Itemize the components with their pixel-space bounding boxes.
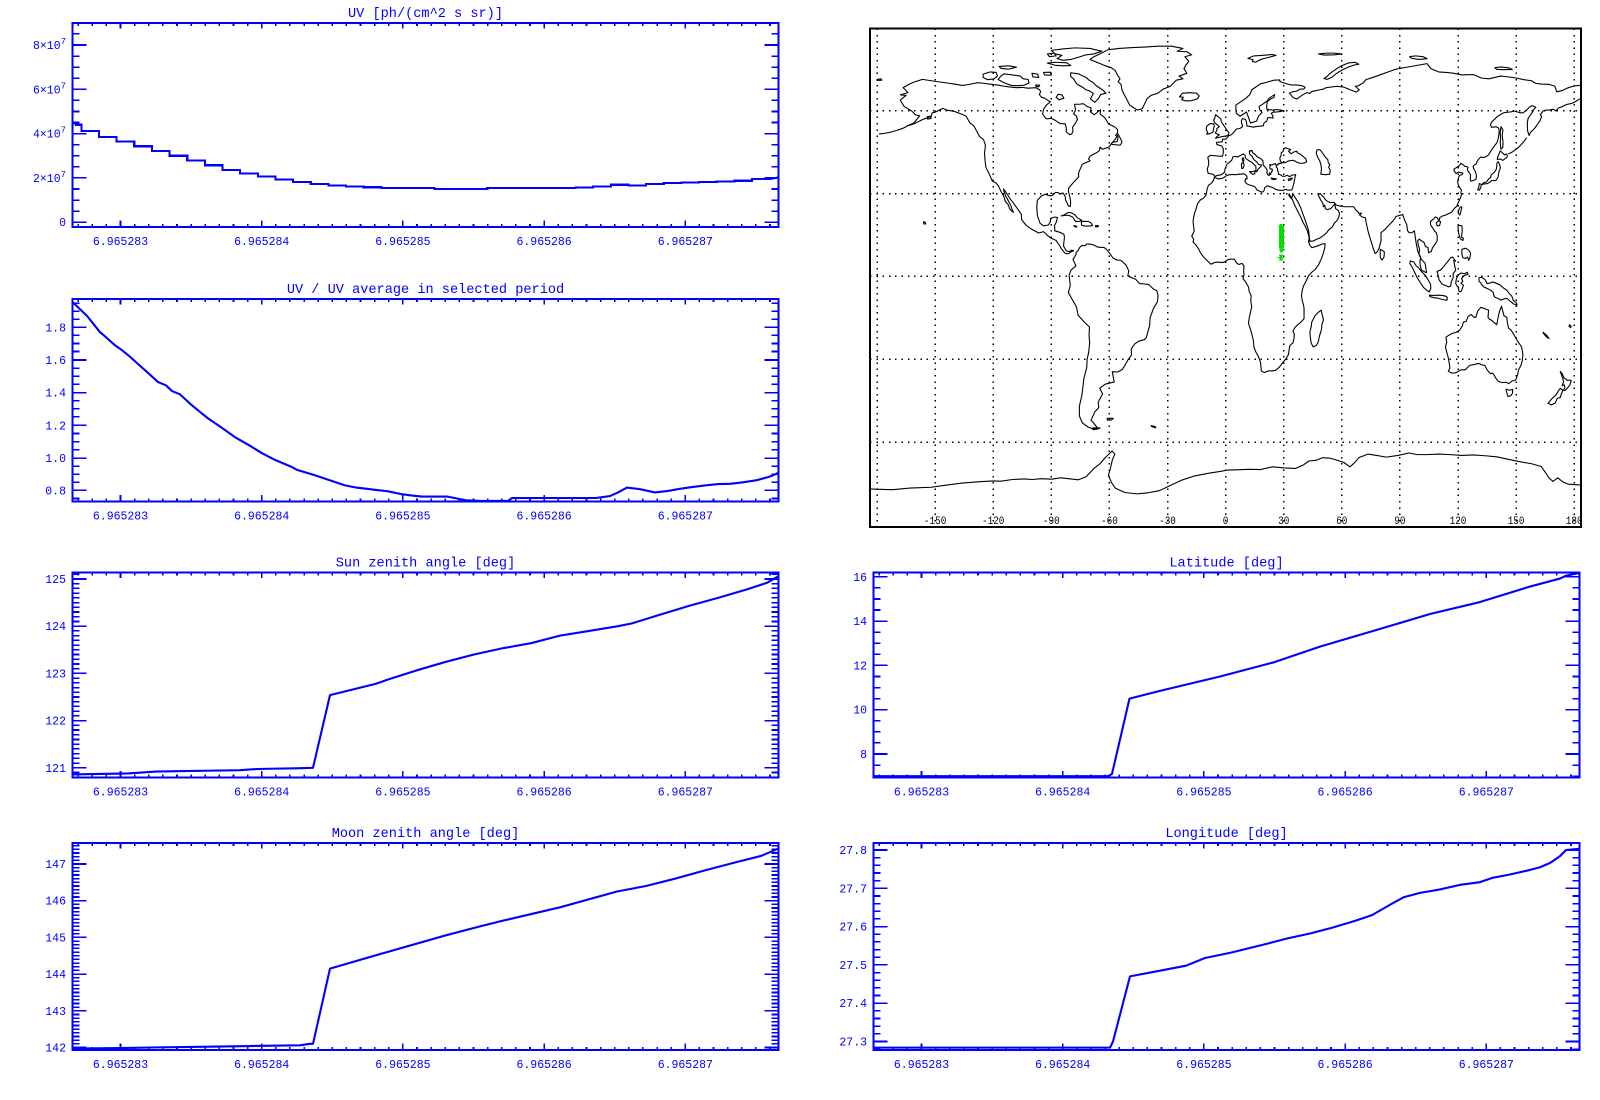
svg-text:6.965285: 6.965285 <box>375 511 430 524</box>
svg-text:-60: -60 <box>1101 516 1118 528</box>
svg-text:146: 146 <box>45 896 66 909</box>
svg-text:8: 8 <box>860 749 867 762</box>
svg-text:6.965283: 6.965283 <box>894 1059 949 1072</box>
svg-text:UV / UV average in selected pe: UV / UV average in selected period <box>287 283 564 298</box>
svg-text:6.965284: 6.965284 <box>234 511 289 524</box>
svg-text:6.965286: 6.965286 <box>516 787 571 800</box>
svg-text:6.965283: 6.965283 <box>93 787 148 800</box>
svg-text:6.965285: 6.965285 <box>1176 1059 1231 1072</box>
svg-text:6.965287: 6.965287 <box>658 787 713 800</box>
svg-text:-30: -30 <box>1159 516 1176 528</box>
svg-text:Longitude [deg]: Longitude [deg] <box>1165 827 1287 842</box>
svg-text:6.965284: 6.965284 <box>234 236 289 249</box>
svg-text:143: 143 <box>45 1006 66 1019</box>
svg-text:1.0: 1.0 <box>45 453 66 466</box>
svg-text:27.6: 27.6 <box>839 922 867 935</box>
svg-text:Sun zenith angle [deg]: Sun zenith angle [deg] <box>336 557 515 572</box>
svg-text:122: 122 <box>45 716 66 729</box>
svg-text:-120: -120 <box>982 516 1004 528</box>
svg-text:27.5: 27.5 <box>839 960 867 973</box>
svg-text:6.965286: 6.965286 <box>1317 787 1372 800</box>
svg-text:150: 150 <box>1508 516 1525 528</box>
svg-text:60: 60 <box>1336 516 1347 528</box>
svg-text:1.4: 1.4 <box>45 388 66 401</box>
svg-text:1.6: 1.6 <box>45 355 66 368</box>
svg-text:121: 121 <box>45 763 66 776</box>
svg-text:6.965283: 6.965283 <box>93 236 148 249</box>
svg-text:Moon zenith angle [deg]: Moon zenith angle [deg] <box>332 827 520 842</box>
svg-text:6.965285: 6.965285 <box>1176 787 1231 800</box>
svg-text:12: 12 <box>853 660 867 673</box>
svg-text:125: 125 <box>45 574 66 587</box>
svg-text:144: 144 <box>45 969 66 982</box>
svg-text:6.965287: 6.965287 <box>658 1059 713 1072</box>
svg-text:6.965285: 6.965285 <box>375 787 430 800</box>
svg-text:-90: -90 <box>1043 516 1060 528</box>
svg-text:1.8: 1.8 <box>45 322 66 335</box>
svg-text:4×107: 4×107 <box>33 126 66 142</box>
svg-text:6.965285: 6.965285 <box>375 236 430 249</box>
svg-text:14: 14 <box>853 616 867 629</box>
svg-text:6×107: 6×107 <box>33 81 66 97</box>
svg-text:120: 120 <box>1450 516 1467 528</box>
svg-text:0: 0 <box>1223 516 1229 528</box>
svg-text:27.8: 27.8 <box>839 845 867 858</box>
svg-text:-150: -150 <box>924 516 946 528</box>
svg-text:10: 10 <box>853 705 867 718</box>
svg-text:142: 142 <box>45 1043 66 1056</box>
svg-text:1.2: 1.2 <box>45 420 66 433</box>
svg-text:6.965284: 6.965284 <box>234 1059 289 1072</box>
svg-text:145: 145 <box>45 932 66 945</box>
svg-text:0.8: 0.8 <box>45 485 66 498</box>
svg-text:6.965287: 6.965287 <box>1459 1059 1514 1072</box>
svg-text:6.965284: 6.965284 <box>234 787 289 800</box>
svg-text:6.965283: 6.965283 <box>894 787 949 800</box>
svg-text:2×107: 2×107 <box>33 170 66 186</box>
svg-text:30: 30 <box>1278 516 1289 528</box>
svg-text:124: 124 <box>45 621 66 634</box>
svg-text:6.965283: 6.965283 <box>93 1059 148 1072</box>
svg-text:147: 147 <box>45 859 66 872</box>
svg-text:6.965285: 6.965285 <box>375 1059 430 1072</box>
svg-text:6.965286: 6.965286 <box>516 511 571 524</box>
svg-text:Latitude [deg]: Latitude [deg] <box>1169 557 1283 572</box>
svg-text:6.965287: 6.965287 <box>658 236 713 249</box>
svg-text:6.965284: 6.965284 <box>1035 787 1090 800</box>
svg-text:6.965284: 6.965284 <box>1035 1059 1090 1072</box>
svg-text:6.965286: 6.965286 <box>1317 1059 1372 1072</box>
svg-text:6.965287: 6.965287 <box>1459 787 1514 800</box>
svg-text:16: 16 <box>853 572 867 585</box>
svg-text:6.965286: 6.965286 <box>516 1059 571 1072</box>
svg-text:0: 0 <box>59 217 66 230</box>
svg-text:27.4: 27.4 <box>839 998 867 1011</box>
svg-text:90: 90 <box>1394 516 1405 528</box>
svg-text:8×107: 8×107 <box>33 37 66 53</box>
svg-text:123: 123 <box>45 668 66 681</box>
svg-text:180: 180 <box>1566 516 1583 528</box>
svg-text:UV [ph/(cm^2 s sr)]: UV [ph/(cm^2 s sr)] <box>348 7 503 22</box>
svg-text:6.965287: 6.965287 <box>658 511 713 524</box>
svg-text:27.7: 27.7 <box>839 883 867 896</box>
svg-text:27.3: 27.3 <box>839 1037 867 1050</box>
svg-text:6.965286: 6.965286 <box>516 236 571 249</box>
svg-text:6.965283: 6.965283 <box>93 511 148 524</box>
